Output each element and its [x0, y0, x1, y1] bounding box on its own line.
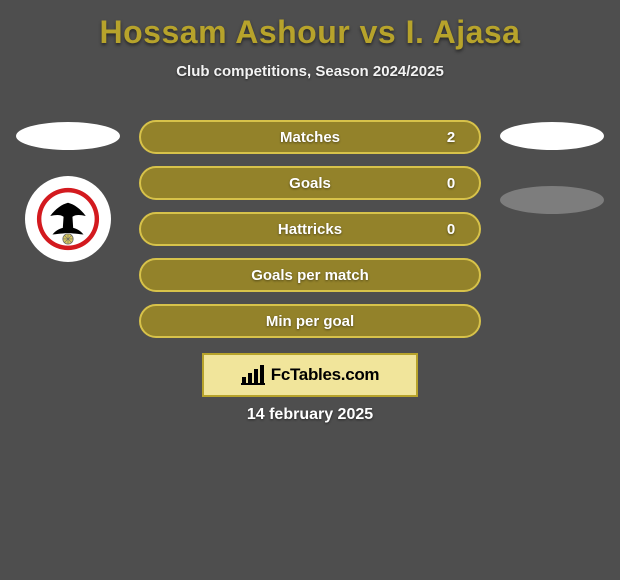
stat-row: Matches2: [139, 120, 481, 154]
stat-label: Hattricks: [197, 221, 423, 238]
brand-badge: FcTables.com: [202, 353, 418, 397]
brand-text: FcTables.com: [271, 365, 380, 385]
stat-row: Goals0: [139, 166, 481, 200]
al-ahly-badge-icon: [31, 182, 105, 256]
player-photo-right-placeholder: [500, 122, 604, 150]
stat-label: Min per goal: [141, 313, 479, 330]
stats-list: Matches2Goals0Hattricks0Goals per matchM…: [139, 120, 481, 338]
stat-row: Hattricks0: [139, 212, 481, 246]
stat-label: Goals: [197, 175, 423, 192]
left-column: [8, 110, 128, 262]
club-logo-left: [25, 176, 111, 262]
player-photo-left-placeholder: [16, 122, 120, 150]
subtitle: Club competitions, Season 2024/2025: [0, 57, 620, 106]
stat-row: Min per goal: [139, 304, 481, 338]
date-label: 14 february 2025: [0, 406, 620, 424]
stat-row: Goals per match: [139, 258, 481, 292]
club-logo-right-placeholder: [500, 186, 604, 214]
bar-chart-icon: [241, 365, 265, 385]
stat-value-right: 0: [423, 221, 479, 238]
stat-label: Matches: [197, 129, 423, 146]
page-title: Hossam Ashour vs I. Ajasa: [0, 0, 620, 57]
stat-value-right: 2: [423, 129, 479, 146]
stat-value-right: 0: [423, 175, 479, 192]
right-column: [492, 110, 612, 238]
stat-label: Goals per match: [141, 267, 479, 284]
